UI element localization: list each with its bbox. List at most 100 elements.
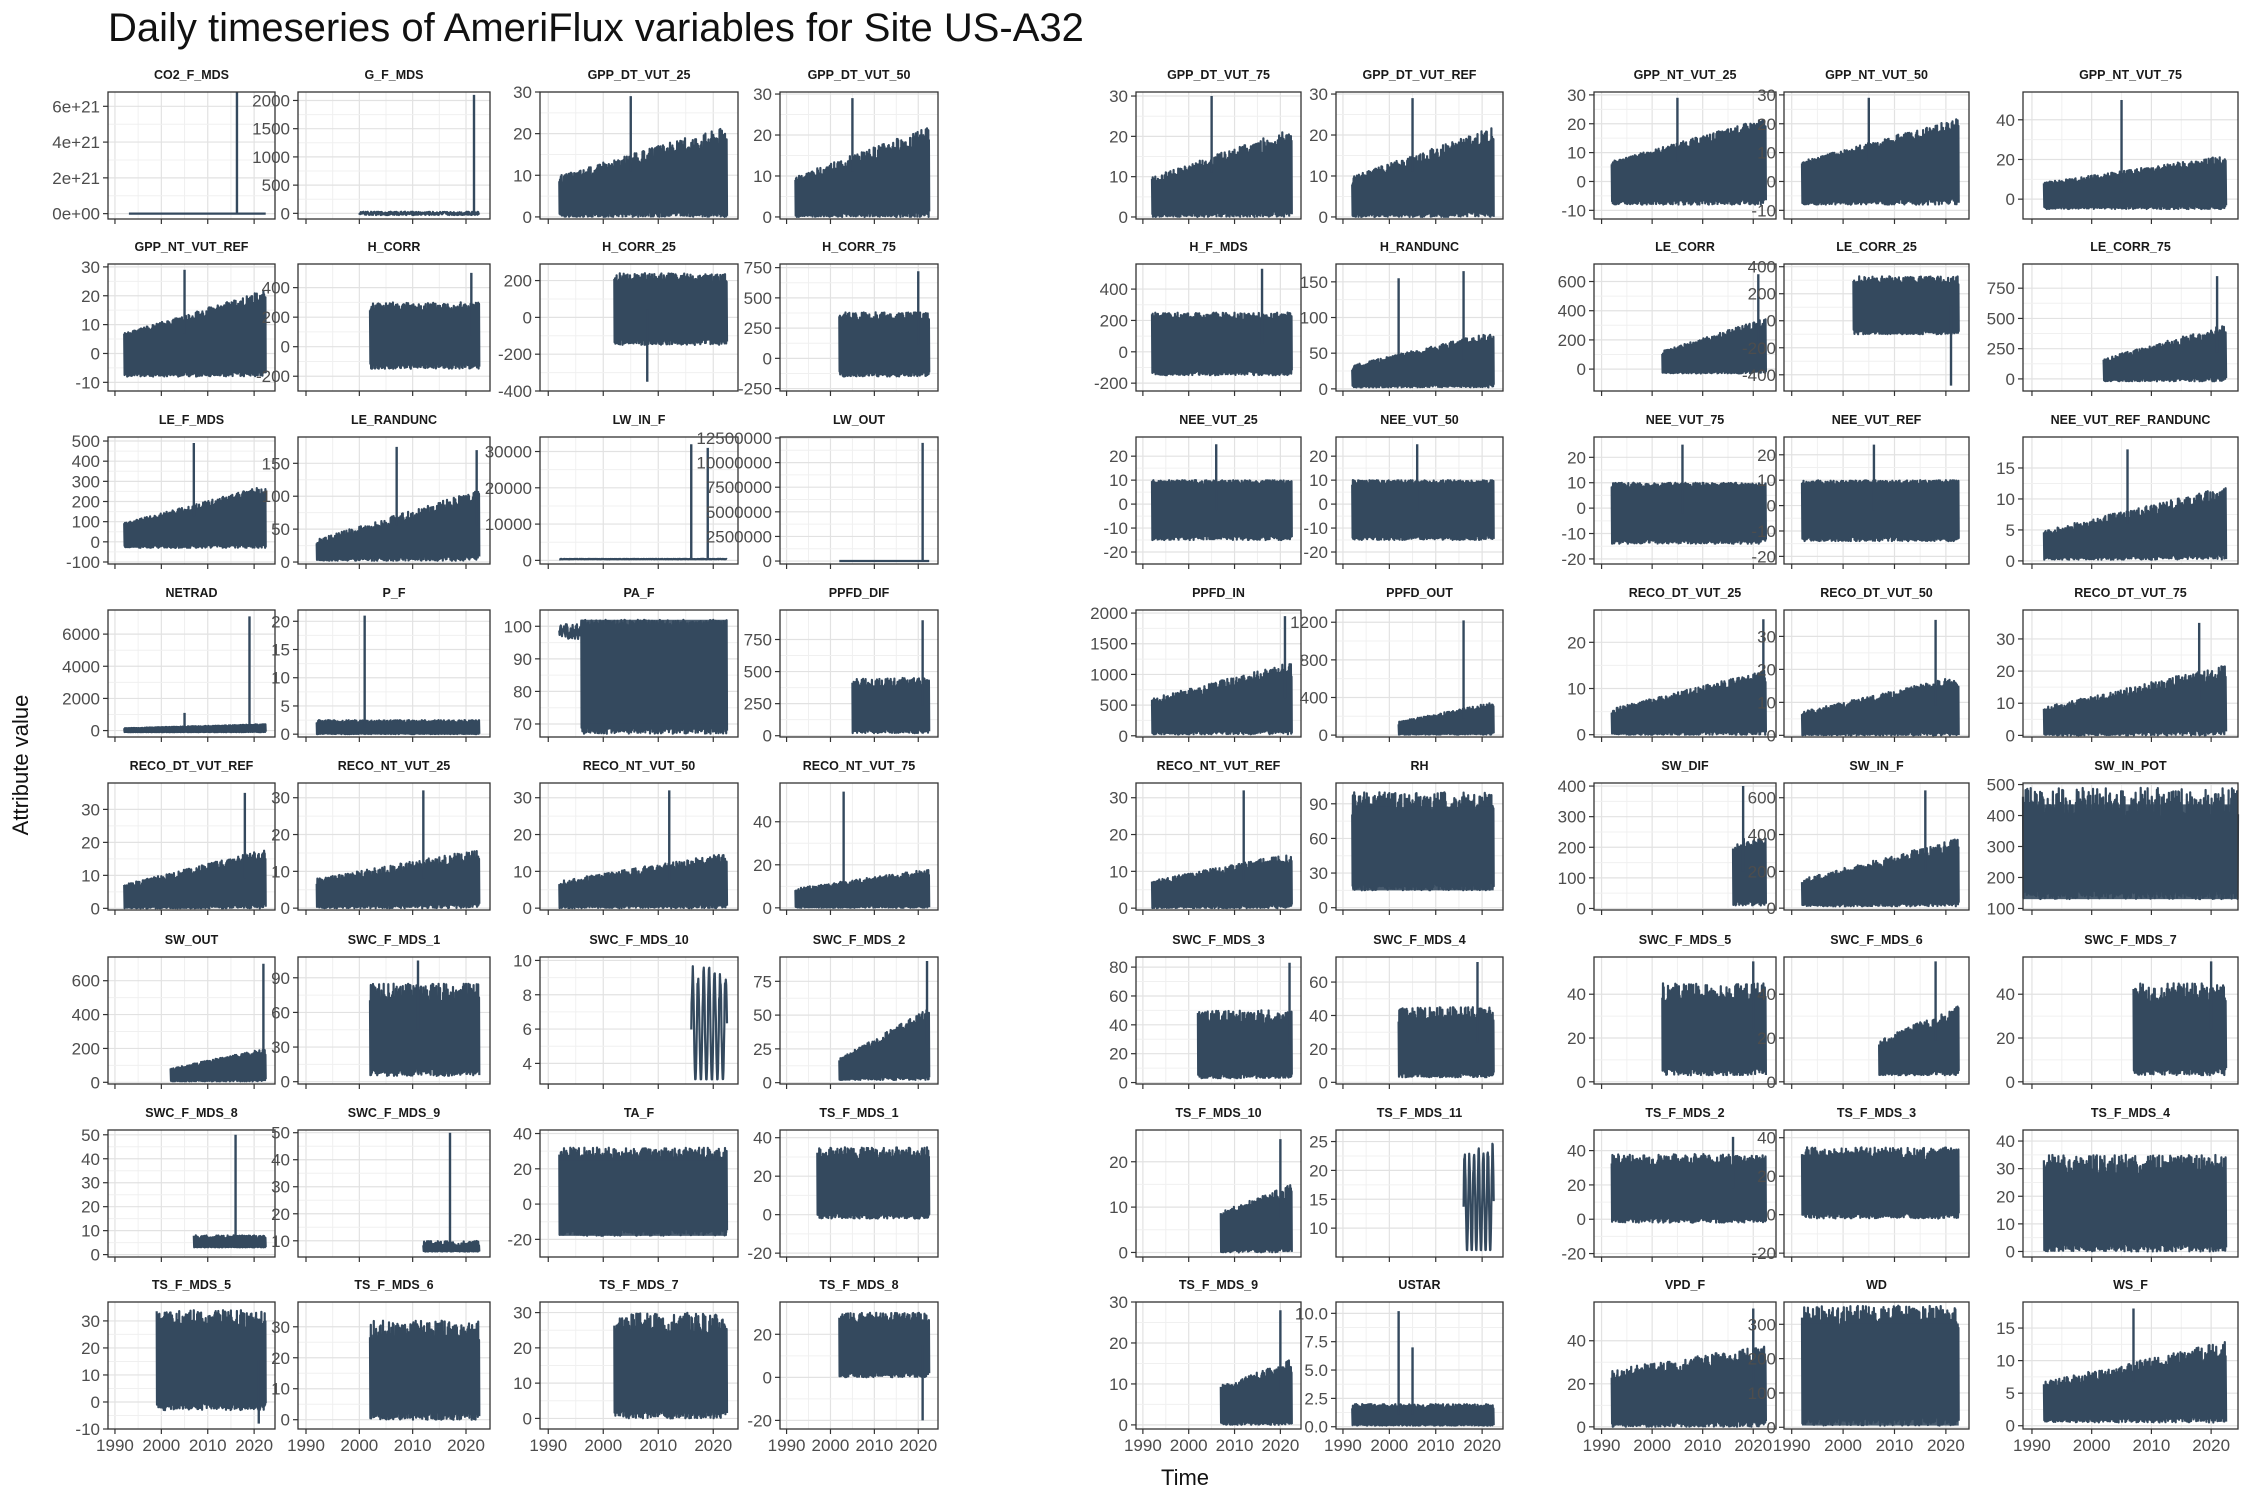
y-tick-label: 0 bbox=[763, 1074, 772, 1093]
y-tick-label: 10 bbox=[271, 669, 290, 688]
x-tick-label: 1990 bbox=[96, 1436, 134, 1455]
y-tick-label: 10 bbox=[1567, 144, 1586, 163]
y-tick-label: 10 bbox=[1109, 168, 1128, 187]
y-tick-label: 0 bbox=[281, 1073, 290, 1092]
y-tick-label: 20 bbox=[1567, 448, 1586, 467]
panel-frame bbox=[1783, 609, 1970, 738]
y-tick-label: 10 bbox=[1996, 1215, 2015, 1234]
y-tick-label: 200 bbox=[1748, 862, 1776, 881]
x-tick-label: 2000 bbox=[584, 1436, 622, 1455]
panel-frame bbox=[1335, 956, 1504, 1085]
panel-frame bbox=[297, 782, 491, 911]
y-tick-label: 0 bbox=[1577, 1418, 1586, 1437]
y-tick-label: 100 bbox=[1300, 309, 1328, 328]
y-tick-label: 100 bbox=[1987, 899, 2015, 918]
y-tick-label: 300 bbox=[72, 472, 100, 491]
y-tick-label: 0 bbox=[2006, 552, 2015, 571]
y-tick-label: 1000 bbox=[1090, 665, 1128, 684]
y-tick-label: -200 bbox=[256, 367, 290, 386]
y-tick-label: 30 bbox=[81, 1174, 100, 1193]
y-tick-label: 20 bbox=[1309, 1161, 1328, 1180]
panel-frame bbox=[1335, 609, 1504, 738]
panel-frame bbox=[1135, 782, 1302, 911]
panel-ts-f-mds-7: TS_F_MDS_7 0 10 20 30 1990 2000 2010 2020 bbox=[513, 1278, 739, 1455]
series-line bbox=[1800, 118, 1960, 206]
panel-title: SW_IN_F bbox=[1849, 759, 1904, 773]
panel-frame bbox=[107, 263, 276, 392]
y-tick-label: 30 bbox=[1109, 1293, 1128, 1312]
series-line bbox=[1610, 119, 1767, 206]
y-tick-label: 0 bbox=[91, 1246, 100, 1265]
y-tick-label: 10 bbox=[1996, 490, 2015, 509]
y-tick-label: 0 bbox=[91, 344, 100, 363]
panel-title: TA_F bbox=[624, 1106, 655, 1120]
y-tick-label: -20 bbox=[1561, 550, 1586, 569]
y-tick-label: 400 bbox=[1100, 280, 1128, 299]
series-line bbox=[1610, 669, 1767, 736]
panel-frame bbox=[297, 1129, 491, 1258]
panel-frame bbox=[2022, 956, 2239, 1085]
panel-frame bbox=[1135, 436, 1302, 565]
panel-frame bbox=[1135, 91, 1302, 220]
y-tick-label: 10 bbox=[513, 951, 532, 970]
panel-gpp-dt-vut-75: GPP_DT_VUT_75 0 10 20 30 bbox=[1109, 68, 1302, 227]
y-tick-label: 60 bbox=[1109, 987, 1128, 1006]
panel-title: VPD_F bbox=[1665, 1278, 1706, 1292]
panel-title: H_F_MDS bbox=[1189, 240, 1247, 254]
panel-frame bbox=[107, 1129, 276, 1258]
y-tick-label: 0 bbox=[523, 208, 532, 227]
y-tick-label: 40 bbox=[1567, 985, 1586, 1004]
y-tick-label: 100 bbox=[262, 487, 290, 506]
y-tick-label: 20 bbox=[1109, 826, 1128, 845]
panel-frame bbox=[1593, 782, 1777, 911]
y-tick-label: 0 bbox=[1767, 1418, 1776, 1437]
y-tick-label: 20 bbox=[81, 287, 100, 306]
y-tick-label: -400 bbox=[498, 382, 532, 401]
panel-frame bbox=[1593, 436, 1777, 565]
panel-p-f: P_F 0 5 10 15 20 bbox=[271, 586, 491, 744]
panel-sw-in-pot: SW_IN_POT 100 200 300 400 500 bbox=[1987, 759, 2240, 918]
series-line bbox=[1219, 1184, 1293, 1254]
panel-frame bbox=[1335, 263, 1504, 392]
y-tick-label: 20 bbox=[513, 826, 532, 845]
y-tick-label: 500 bbox=[1987, 776, 2015, 795]
panel-sw-out: SW_OUT 0 200 400 600 bbox=[72, 933, 276, 1092]
panel-frame bbox=[1593, 91, 1777, 220]
y-tick-label: 10 bbox=[1757, 471, 1776, 490]
y-tick-label: 40 bbox=[81, 1150, 100, 1169]
y-tick-label: 1500 bbox=[252, 120, 290, 139]
series-line bbox=[169, 1049, 267, 1083]
y-tick-label: 6e+21 bbox=[52, 97, 100, 116]
panel-frame bbox=[107, 1301, 276, 1430]
y-tick-label: 400 bbox=[1748, 258, 1776, 277]
y-tick-label: 10 bbox=[1309, 167, 1328, 186]
panel-title: TS_F_MDS_6 bbox=[354, 1278, 433, 1292]
series-line bbox=[1351, 479, 1495, 541]
y-tick-label: 20 bbox=[1109, 1153, 1128, 1172]
panel-title: TS_F_MDS_4 bbox=[2091, 1106, 2170, 1120]
y-tick-label: 40 bbox=[1996, 111, 2015, 130]
y-tick-label: 200 bbox=[504, 272, 532, 291]
y-tick-label: 30 bbox=[1757, 627, 1776, 646]
series-line bbox=[155, 1309, 267, 1412]
series-line bbox=[1150, 479, 1293, 542]
panel-lw-in-f: LW_IN_F 0 10000 20000 30000 bbox=[485, 413, 739, 570]
series-line bbox=[1731, 837, 1767, 907]
panel-reco-dt-vut-75: RECO_DT_VUT_75 0 10 20 30 bbox=[1996, 586, 2239, 745]
panel-title: RECO_NT_VUT_75 bbox=[803, 759, 916, 773]
y-tick-label: 200 bbox=[72, 1039, 100, 1058]
panel-le-randunc: LE_RANDUNC 0 50 100 150 bbox=[262, 413, 491, 572]
y-tick-label: 20 bbox=[1996, 1187, 2015, 1206]
y-tick-label: 40 bbox=[513, 1125, 532, 1144]
y-tick-label: 20 bbox=[271, 612, 290, 631]
panel-ts-f-mds-6: TS_F_MDS_6 0 10 20 30 1990 2000 2010 2020 bbox=[271, 1278, 491, 1455]
panel-frame bbox=[779, 1129, 939, 1258]
panel-title: RH bbox=[1410, 759, 1428, 773]
gridlines bbox=[780, 437, 938, 564]
y-tick-label: 20 bbox=[1109, 1045, 1128, 1064]
panel-title: NETRAD bbox=[165, 586, 217, 600]
y-tick-label: 0 bbox=[1119, 208, 1128, 227]
y-tick-label: 30 bbox=[271, 789, 290, 808]
y-tick-label: 20 bbox=[1309, 447, 1328, 466]
